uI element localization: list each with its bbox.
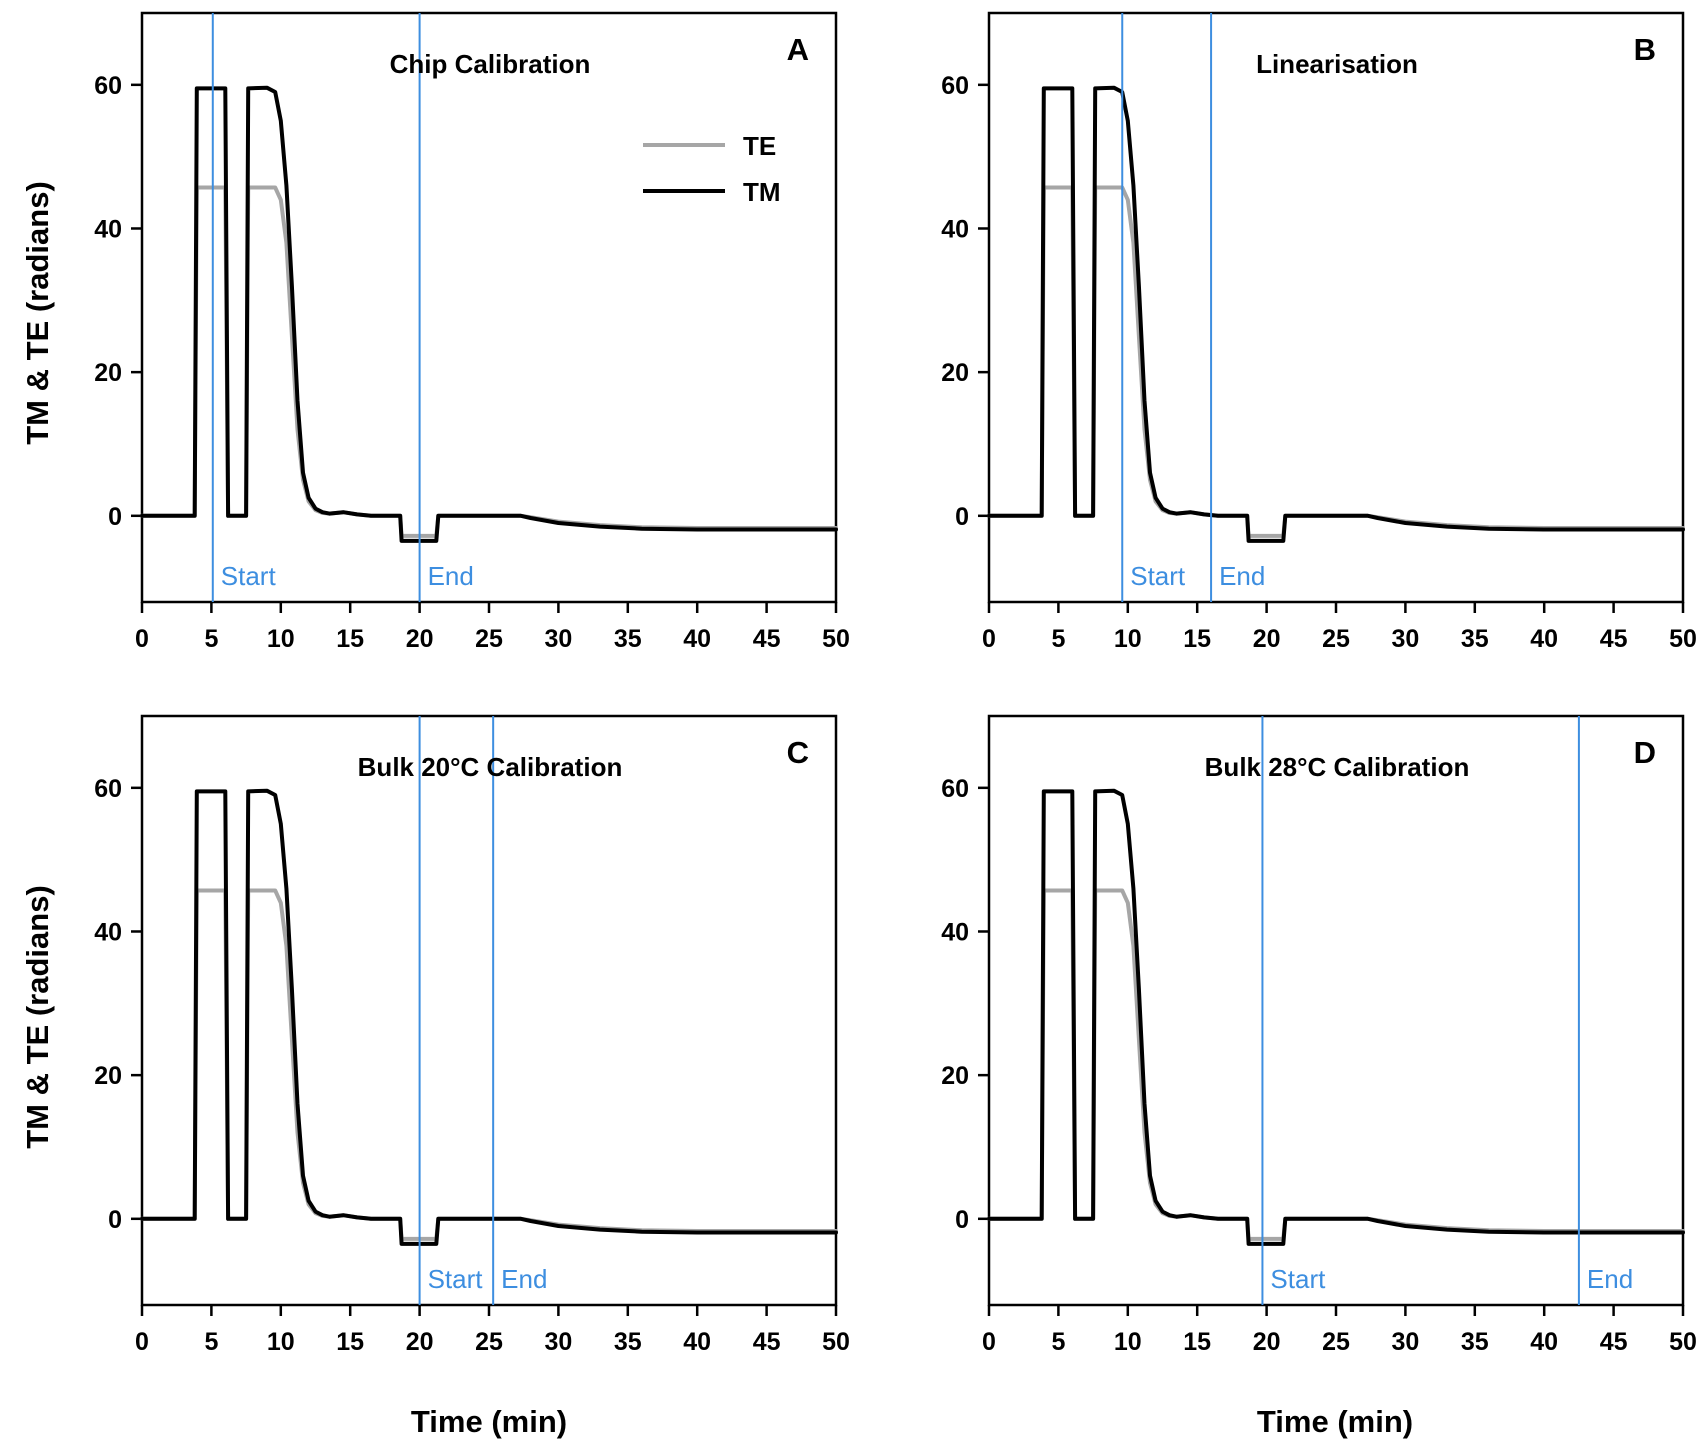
panel-c-x-tick-label: 0	[135, 1328, 149, 1356]
panel-b-letter: B	[1634, 32, 1656, 67]
panel-d-x-tick-label: 40	[1530, 1328, 1558, 1356]
panel-b-marker-start-label: Start	[1130, 561, 1186, 591]
y-axis-title-top: TM & TE (radians)	[20, 181, 55, 445]
panel-a: 0 5 10 15 20 25 30 35 40 45 50 0 20 40 60 Start End Chip …	[94, 11, 850, 653]
panel-b-y-tick-label: 20	[941, 359, 969, 387]
panel-a-x-tick-label: 50	[822, 625, 850, 653]
panel-a-x-tick-label: 15	[336, 625, 364, 653]
panel-c-x-tick-label: 25	[475, 1328, 503, 1356]
panel-a-y-tick-label: 20	[94, 359, 122, 387]
panel-c-y-tick-label: 20	[94, 1062, 122, 1090]
panel-b: 0 5 10 15 20 25 30 35 40 45 50 0 20 40 60 Start End Linea…	[941, 11, 1697, 653]
panel-c-x-tick-label: 5	[204, 1328, 218, 1356]
panel-c-marker-end-label: End	[501, 1264, 547, 1294]
panel-c-x-tick-label: 30	[544, 1328, 572, 1356]
panel-c-y-tick-label: 40	[94, 918, 122, 946]
panel-c-x-tick-label: 45	[753, 1328, 781, 1356]
panel-c-x-tick-label: 40	[683, 1328, 711, 1356]
panel-b-x-tick-label: 25	[1322, 625, 1350, 653]
panel-b-marker-end-label: End	[1219, 561, 1265, 591]
panel-d-series-tm	[987, 788, 1685, 1246]
panel-a-letter: A	[787, 32, 809, 67]
panel-a-x-tick-label: 25	[475, 625, 503, 653]
panel-d-x-tick-label: 0	[982, 1328, 996, 1356]
panel-d-y-tick-label: 60	[941, 775, 969, 803]
panel-d-letter: D	[1634, 735, 1656, 770]
panel-d-x-tick-label: 30	[1391, 1328, 1419, 1356]
panel-a-x-tick-label: 5	[204, 625, 218, 653]
panel-c-x-tick-label: 20	[406, 1328, 434, 1356]
legend-label-te: TE	[743, 131, 776, 161]
legend: TE TM	[643, 131, 781, 207]
panel-c-title: Bulk 20°C Calibration	[358, 752, 623, 782]
panel-d-x-tick-label: 25	[1322, 1328, 1350, 1356]
panel-a-marker-start-label: Start	[221, 561, 277, 591]
panel-d-x-tick-label: 15	[1183, 1328, 1211, 1356]
panel-b-x-tick-label: 30	[1391, 625, 1419, 653]
panel-b-x-tick-label: 15	[1183, 625, 1211, 653]
panel-a-y-tick-label: 0	[108, 503, 122, 531]
panel-a-x-tick-label: 30	[544, 625, 572, 653]
panel-a-x-tick-label: 40	[683, 625, 711, 653]
panel-b-y-tick-label: 60	[941, 72, 969, 100]
panel-a-x-tick-label: 35	[614, 625, 642, 653]
panel-d-x-tick-label: 45	[1600, 1328, 1628, 1356]
panel-a-title: Chip Calibration	[390, 49, 591, 79]
panel-a-series-tm	[140, 85, 838, 543]
legend-label-tm: TM	[743, 177, 781, 207]
panel-a-marker-end-label: End	[428, 561, 474, 591]
panel-b-x-tick-label: 35	[1461, 625, 1489, 653]
panel-a-x-tick-label: 20	[406, 625, 434, 653]
panel-b-y-tick-label: 0	[955, 503, 969, 531]
panel-c-x-tick-label: 35	[614, 1328, 642, 1356]
panel-b-x-tick-label: 5	[1051, 625, 1065, 653]
panel-a-x-tick-label: 10	[267, 625, 295, 653]
panel-c-x-tick-label: 50	[822, 1328, 850, 1356]
panel-b-series-tm	[987, 85, 1685, 543]
panel-d-x-tick-label: 10	[1114, 1328, 1142, 1356]
panel-d-title: Bulk 28°C Calibration	[1205, 752, 1470, 782]
panel-c-marker-start-label: Start	[428, 1264, 484, 1294]
panel-b-x-tick-label: 20	[1253, 625, 1281, 653]
x-axis-title-left: Time (min)	[411, 1404, 567, 1439]
panel-d: 0 5 10 15 20 25 30 35 40 45 50 0 20 40 60 Start End Bulk …	[941, 714, 1697, 1356]
panel-b-x-tick-label: 40	[1530, 625, 1558, 653]
panel-d-x-tick-label: 20	[1253, 1328, 1281, 1356]
panel-b-x-tick-label: 10	[1114, 625, 1142, 653]
panel-d-marker-end-label: End	[1587, 1264, 1633, 1294]
panel-b-x-tick-label: 0	[982, 625, 996, 653]
panel-b-x-tick-label: 50	[1669, 625, 1697, 653]
panel-c-y-tick-label: 60	[94, 775, 122, 803]
panel-c-x-tick-label: 10	[267, 1328, 295, 1356]
panel-a-y-tick-label: 60	[94, 72, 122, 100]
panel-d-marker-start-label: Start	[1270, 1264, 1326, 1294]
panel-b-title: Linearisation	[1256, 49, 1418, 79]
panel-c: 0 5 10 15 20 25 30 35 40 45 50 0 20 40 60 Start End Bulk …	[94, 714, 850, 1356]
panel-d-x-tick-label: 5	[1051, 1328, 1065, 1356]
panel-d-y-tick-label: 40	[941, 918, 969, 946]
y-axis-title-bottom: TM & TE (radians)	[20, 885, 55, 1149]
panel-d-y-tick-label: 20	[941, 1062, 969, 1090]
panel-c-letter: C	[787, 735, 809, 770]
panel-d-x-tick-label: 50	[1669, 1328, 1697, 1356]
panel-b-y-tick-label: 40	[941, 215, 969, 243]
panel-c-series-tm	[140, 788, 838, 1246]
panel-c-y-tick-label: 0	[108, 1206, 122, 1234]
x-axis-title-right: Time (min)	[1257, 1404, 1413, 1439]
panel-a-x-tick-label: 45	[753, 625, 781, 653]
panel-b-x-tick-label: 45	[1600, 625, 1628, 653]
panel-d-x-tick-label: 35	[1461, 1328, 1489, 1356]
panel-a-y-tick-label: 40	[94, 215, 122, 243]
panel-a-x-tick-label: 0	[135, 625, 149, 653]
panel-c-x-tick-label: 15	[336, 1328, 364, 1356]
panel-d-y-tick-label: 0	[955, 1206, 969, 1234]
